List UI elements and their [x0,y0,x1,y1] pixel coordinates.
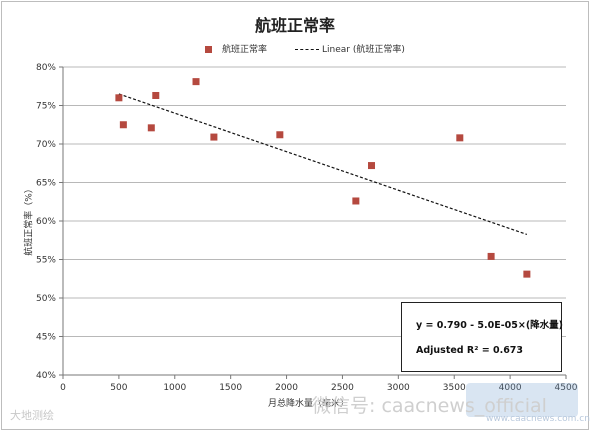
data-point [523,270,531,278]
y-tick-label: 60% [36,217,56,227]
x-tick-label: 0 [60,383,66,393]
watermark-right: 微信号: caacnews_official [312,395,547,417]
y-tick-label: 70% [36,140,56,150]
y-tick-label: 50% [36,294,56,304]
x-tick-label: 4000 [499,383,522,393]
chart-legend: 航班正常率 Linear (航班正常率) [205,42,405,55]
legend-scatter-label: 航班正常率 [222,45,268,55]
regression-r-squared: Adjusted R² = 0.673 [416,345,524,356]
data-point [119,121,127,129]
data-point [276,131,284,139]
y-tick-label: 75% [36,102,56,112]
watermark-left: 大地测绘 [10,409,54,422]
watermark-url: www.caacnews.com.cn [486,414,590,424]
regression-annotation-box: y = 0.790 - 5.0E-05×(降水量) Adjusted R² = … [401,302,563,372]
y-tick-label: 45% [36,333,56,343]
x-tick-label: 2000 [275,383,298,393]
data-point [456,134,464,142]
data-point [152,91,160,99]
y-tick-label: 65% [36,179,56,189]
data-point [147,124,155,132]
data-point [115,94,123,102]
data-point [487,252,495,260]
y-axis-label: 航班正常率（%） [24,184,35,256]
data-point [352,197,360,205]
y-tick-label: 80% [36,63,56,73]
chart-title: 航班正常率 [254,16,335,35]
y-tick-label: 40% [36,371,56,381]
x-tick-label: 3500 [443,383,466,393]
x-tick-label: 1000 [163,383,186,393]
legend-scatter-marker [205,46,212,53]
data-point [192,78,200,86]
trendline [118,93,528,236]
x-tick-label: 4500 [555,383,578,393]
x-tick-label: 3000 [387,383,410,393]
regression-equation: y = 0.790 - 5.0E-05×(降水量) [416,320,563,331]
x-tick-label: 1500 [219,383,242,393]
data-point [210,133,218,141]
y-tick-label: 55% [36,256,56,266]
x-tick-label: 500 [110,383,127,393]
x-tick-label: 2500 [331,383,354,393]
legend-trend-line [295,49,320,50]
legend-trend-label: Linear (航班正常率) [322,45,405,55]
x-axis-label: 月总降水量（毫米） [268,399,350,409]
watermark-logo [466,383,578,417]
data-point [368,162,376,170]
